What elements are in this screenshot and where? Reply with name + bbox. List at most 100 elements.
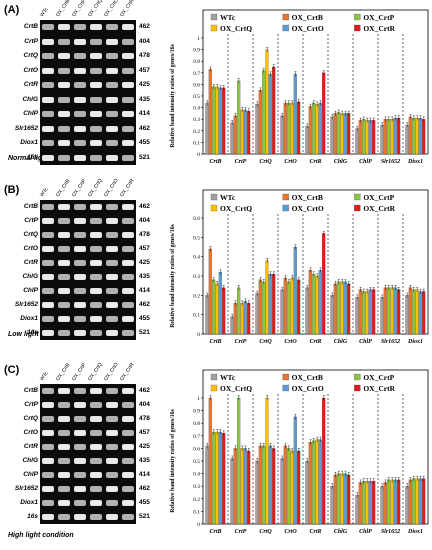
bar bbox=[343, 473, 347, 525]
bar bbox=[305, 460, 309, 525]
legend-label: WTc bbox=[220, 373, 236, 382]
gel-band bbox=[42, 416, 54, 422]
gel-band bbox=[74, 302, 86, 308]
bar bbox=[255, 460, 259, 525]
lane-label: OX_CrtP bbox=[71, 178, 88, 198]
gene-label: ChlP bbox=[23, 287, 38, 294]
bar bbox=[358, 482, 362, 525]
gel-band bbox=[58, 514, 70, 520]
bar bbox=[415, 289, 419, 335]
y-tick-label: 0.4 bbox=[193, 472, 200, 478]
bar bbox=[333, 474, 337, 525]
gel-band bbox=[58, 260, 70, 266]
gene-label: ChlG bbox=[22, 95, 38, 103]
gel-band bbox=[74, 246, 86, 252]
gel-band bbox=[74, 232, 86, 238]
gene-label: Slr1652 bbox=[14, 301, 38, 308]
gel-band bbox=[106, 260, 118, 266]
gel-band bbox=[90, 330, 102, 336]
y-tick-label: 1 bbox=[197, 396, 200, 402]
bar bbox=[222, 87, 226, 155]
bar bbox=[412, 478, 416, 525]
band-size-label: 462 bbox=[139, 301, 150, 308]
gel-band bbox=[74, 388, 86, 394]
bar bbox=[230, 122, 234, 155]
gel-band bbox=[106, 486, 118, 492]
bar bbox=[408, 479, 412, 525]
y-tick-label: 0 bbox=[197, 522, 200, 528]
bar bbox=[418, 117, 422, 155]
bar bbox=[290, 277, 294, 335]
gel-band bbox=[58, 472, 70, 478]
bar bbox=[218, 272, 222, 335]
bar bbox=[272, 66, 276, 155]
bar bbox=[380, 486, 384, 525]
x-tick-label: ChlG bbox=[334, 339, 348, 345]
gel-band bbox=[58, 111, 70, 118]
bar bbox=[372, 120, 376, 155]
bar bbox=[237, 287, 241, 335]
gel-band bbox=[58, 416, 70, 422]
x-tick-label: CrtP bbox=[235, 529, 247, 535]
bar-chart: Relative band intensity ratios of genes/… bbox=[170, 9, 429, 165]
gel-band bbox=[106, 388, 118, 394]
gel-band bbox=[74, 416, 86, 422]
gel-band bbox=[90, 111, 102, 118]
legend-swatch bbox=[210, 384, 218, 392]
bar bbox=[268, 445, 272, 525]
gel-band bbox=[122, 288, 134, 294]
gel-band bbox=[122, 444, 134, 450]
y-tick-label: 0.1 bbox=[193, 140, 200, 146]
gel-band bbox=[90, 204, 102, 210]
bar bbox=[247, 110, 251, 155]
gel-band bbox=[74, 24, 86, 31]
bar bbox=[337, 473, 341, 525]
bar bbox=[237, 397, 241, 525]
bar bbox=[262, 70, 266, 155]
gel-band bbox=[122, 458, 134, 464]
gel-background bbox=[40, 384, 136, 524]
x-tick-label: CrtQ bbox=[259, 529, 272, 535]
gel-band bbox=[58, 388, 70, 394]
gel-band bbox=[58, 500, 70, 506]
band-size-label: 435 bbox=[139, 273, 150, 280]
gel-background bbox=[40, 20, 136, 165]
lane-label: OX_CrtP bbox=[71, 362, 88, 382]
bar bbox=[208, 397, 212, 525]
band-size-label: 404 bbox=[139, 37, 150, 45]
gel-band bbox=[122, 302, 134, 308]
bar bbox=[215, 86, 219, 155]
x-tick-label: Slr1652 bbox=[381, 529, 400, 535]
gel-band bbox=[74, 486, 86, 492]
gel-band bbox=[42, 458, 54, 464]
gel-band bbox=[106, 430, 118, 436]
x-tick-label: CrtQ bbox=[259, 159, 272, 165]
gel-band bbox=[122, 274, 134, 280]
band-size-label: 462 bbox=[139, 124, 150, 132]
bar bbox=[268, 73, 272, 155]
band-size-label: 435 bbox=[139, 457, 150, 464]
bar bbox=[362, 481, 366, 525]
gel-band bbox=[106, 458, 118, 464]
band-size-label: 462 bbox=[139, 203, 150, 210]
bar bbox=[265, 260, 269, 335]
gene-label: 16s bbox=[27, 513, 38, 520]
gel-band bbox=[90, 316, 102, 322]
bar bbox=[330, 486, 334, 525]
bar bbox=[283, 277, 287, 335]
bar bbox=[287, 281, 291, 335]
gene-label: CrtB bbox=[23, 203, 38, 210]
gel-band bbox=[106, 472, 118, 478]
y-tick-label: 0.5 bbox=[193, 235, 200, 241]
bar bbox=[358, 120, 362, 155]
gel-band bbox=[106, 218, 118, 224]
gel-band bbox=[42, 204, 54, 210]
gel-band bbox=[74, 274, 86, 280]
gel-band bbox=[122, 316, 134, 322]
bar bbox=[397, 479, 401, 525]
bar bbox=[408, 116, 412, 155]
gel-band bbox=[42, 514, 54, 520]
gel-band bbox=[58, 125, 70, 132]
bar bbox=[290, 450, 294, 525]
bar bbox=[247, 302, 251, 335]
